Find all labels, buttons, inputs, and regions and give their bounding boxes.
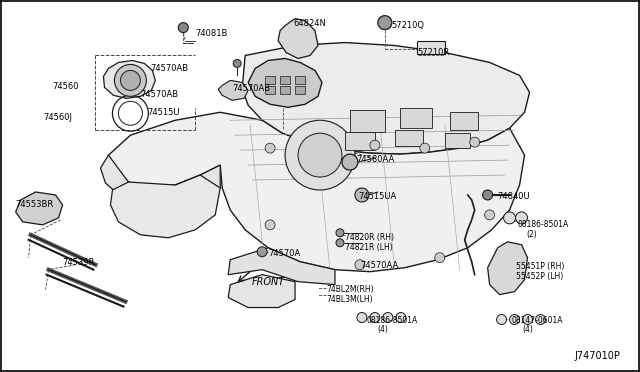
Text: 74560: 74560 (52, 82, 79, 92)
Circle shape (233, 60, 241, 67)
Circle shape (265, 220, 275, 230)
Bar (280, 76, 290, 84)
Circle shape (265, 143, 275, 153)
Bar (450, 112, 477, 130)
Text: 74580AA: 74580AA (356, 155, 394, 164)
Polygon shape (104, 61, 156, 98)
Text: 74BL2M(RH): 74BL2M(RH) (326, 285, 374, 294)
Text: 57210R: 57210R (418, 48, 450, 57)
Circle shape (115, 64, 147, 96)
Text: 74539R: 74539R (63, 258, 95, 267)
Text: 74553BR: 74553BR (15, 200, 54, 209)
Circle shape (504, 212, 516, 224)
Bar (265, 86, 275, 94)
Circle shape (298, 133, 342, 177)
Circle shape (285, 120, 355, 190)
Circle shape (497, 314, 507, 324)
Circle shape (370, 312, 380, 323)
Circle shape (120, 70, 140, 90)
Circle shape (522, 314, 532, 324)
Polygon shape (108, 112, 525, 272)
Text: 74570AA: 74570AA (360, 261, 398, 270)
Text: 74821R (LH): 74821R (LH) (345, 243, 393, 252)
Text: 55451P (RH): 55451P (RH) (516, 262, 564, 271)
Text: 74515U: 74515U (147, 108, 180, 117)
Bar (445, 133, 470, 148)
Text: (4): (4) (522, 326, 533, 334)
Circle shape (420, 143, 430, 153)
Text: 74570AB: 74570AB (140, 90, 179, 99)
Circle shape (383, 312, 393, 323)
Polygon shape (228, 248, 335, 285)
Text: J747010P: J747010P (575, 352, 620, 361)
Polygon shape (248, 58, 322, 107)
Text: 64824N: 64824N (293, 19, 326, 28)
Text: (4): (4) (378, 326, 388, 334)
Text: 74570AB: 74570AB (150, 64, 189, 73)
Circle shape (355, 188, 369, 202)
Text: 08186-8501A: 08186-8501A (518, 220, 569, 229)
Circle shape (378, 16, 392, 30)
Text: 74BL3M(LH): 74BL3M(LH) (326, 295, 372, 304)
Text: 08186-8501A: 08186-8501A (367, 315, 418, 324)
Bar (400, 108, 432, 128)
Text: 74560J: 74560J (44, 113, 72, 122)
Circle shape (336, 229, 344, 237)
Circle shape (483, 190, 493, 200)
Circle shape (509, 314, 520, 324)
Text: 74081B: 74081B (195, 29, 228, 38)
Text: 74570AB: 74570AB (232, 84, 270, 93)
Text: 74820R (RH): 74820R (RH) (345, 233, 394, 242)
Text: 74515UA: 74515UA (358, 192, 396, 201)
Polygon shape (15, 192, 63, 225)
Bar (395, 130, 423, 146)
Circle shape (516, 212, 527, 224)
Polygon shape (488, 242, 527, 295)
Bar (345, 132, 375, 150)
Text: 55452P (LH): 55452P (LH) (516, 272, 563, 281)
Text: 74570A: 74570A (268, 249, 300, 258)
Circle shape (357, 312, 367, 323)
Circle shape (257, 247, 267, 257)
Circle shape (396, 312, 406, 323)
Circle shape (470, 137, 479, 147)
Polygon shape (242, 42, 529, 154)
Circle shape (435, 253, 445, 263)
Polygon shape (278, 19, 318, 58)
Circle shape (342, 154, 358, 170)
Bar (295, 86, 305, 94)
Bar (350, 110, 385, 132)
Bar (265, 76, 275, 84)
Text: FRONT: FRONT (252, 277, 285, 287)
Text: (2): (2) (527, 230, 538, 239)
Bar (280, 86, 290, 94)
Text: 08147-0601A: 08147-0601A (511, 315, 563, 324)
Bar (295, 76, 305, 84)
Bar (417, 41, 445, 54)
Circle shape (536, 314, 545, 324)
Circle shape (484, 210, 495, 220)
Polygon shape (100, 155, 220, 205)
Polygon shape (228, 275, 295, 308)
Circle shape (336, 239, 344, 247)
Circle shape (355, 260, 365, 270)
Circle shape (179, 23, 188, 33)
Text: 57210Q: 57210Q (392, 20, 425, 30)
Text: 74840U: 74840U (498, 192, 530, 201)
Polygon shape (111, 175, 220, 238)
Polygon shape (218, 80, 248, 100)
Circle shape (370, 140, 380, 150)
